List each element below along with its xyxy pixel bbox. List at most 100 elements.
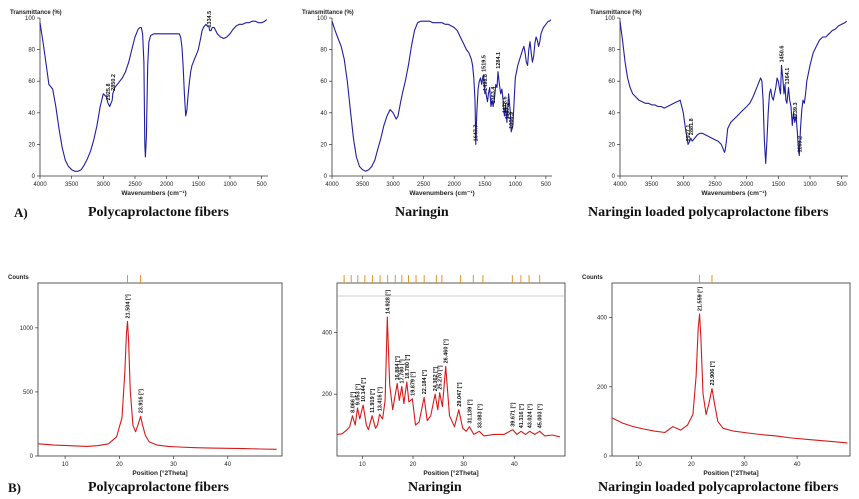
ftir-naringin-y-tick-label: 20 [320, 142, 327, 148]
ftir-pcl-y-tick-label: 0 [32, 174, 36, 180]
xrd-loaded-y-tick-label: 200 [597, 385, 608, 391]
ftir-loaded-y-tick-label: 40 [608, 111, 615, 117]
xrd-naringin-peak-label: 16.884 [°] [395, 356, 401, 380]
xrd-naringin-peak-label: 17.780 [°] [400, 359, 406, 383]
xrd-naringin-peak-label: 11.919 [°] [370, 389, 376, 413]
ftir-loaded-y-axis-label: Transmittance (%) [590, 10, 642, 16]
xrd-pcl-y-tick-label: 0 [30, 454, 34, 460]
xrd-loaded-x-tick-label: 40 [794, 462, 801, 468]
xrd-pcl-plot-frame [37, 282, 283, 457]
xrd-loaded-peak-label: 23.906 [°] [710, 361, 716, 385]
xrd-naringin-peak-label: 13.416 [°] [378, 387, 384, 411]
xrd-loaded-y-tick-label: 400 [597, 316, 608, 322]
chart-ftir-loaded: 4000 3500 3000 2500 2000 1500 1000 500 0 20 40 60 80… [590, 10, 848, 197]
ftir-loaded-peak-label: 1364.1 [785, 68, 791, 85]
xrd-naringin-series-line [336, 316, 561, 438]
xrd-naringin-peak-label: 43.024 [°] [528, 404, 534, 428]
ftir-naringin-x-tick-label: 2000 [448, 182, 462, 188]
xrd-naringin-y-tick-label: 400 [322, 330, 333, 336]
xrd-naringin-peak-label: 45.003 [°] [538, 404, 544, 428]
ftir-pcl-peak-label: 2850.2 [111, 74, 117, 91]
ftir-naringin-peak-label: 1066.9 [509, 112, 515, 129]
xrd-pcl-x-tick-label: 30 [170, 462, 177, 468]
panel-b-label: B) [8, 480, 21, 495]
ftir-loaded-x-tick-label: 2000 [740, 182, 754, 188]
ftir-loaded-peak-label: 2881.8 [689, 118, 695, 135]
xrd-pcl-x-tick-label: 10 [62, 462, 69, 468]
ftir-pcl-peak-label: 2925.8 [106, 83, 112, 100]
ftir-naringin-peak-label: 1284.1 [496, 52, 502, 69]
ftir-naringin-x-tick-label: 3500 [356, 182, 370, 188]
xrd-naringin-peak-label: 9.053 [°] [356, 384, 362, 405]
ftir-pcl-y-axis-label: Transmittance (%) [10, 10, 62, 16]
ftir-naringin-y-tick-label: 80 [320, 48, 327, 54]
ftir-naringin-x-tick-label: 3000 [386, 182, 400, 188]
xrd-naringin-peak-label: 26.460 [°] [444, 339, 450, 363]
xrd-naringin-x-tick-label: 30 [460, 462, 467, 468]
chart-ftir-pcl: 4000 3500 3000 2500 2000 1500 1000 500 0 20 40 60 80… [10, 10, 268, 197]
xrd-naringin-peak-label: 25.270 [°] [438, 365, 444, 389]
xrd-naringin-peak-label: 19.879 [°] [410, 371, 416, 395]
ftir-loaded-series-line [619, 20, 848, 164]
ftir-loaded-y-tick-label: 0 [612, 174, 616, 180]
xrd-naringin-y-tick-label: 200 [322, 392, 333, 398]
ftir-pcl-x-tick-label: 3500 [65, 182, 79, 188]
xrd-pcl-x-tick-label: 20 [116, 462, 123, 468]
ftir-pcl-peak-label: 1334.5 [207, 11, 213, 28]
caption-xrd-pcl: Polycaprolactone fibers [88, 480, 229, 495]
xrd-naringin-plot-frame [336, 282, 566, 457]
caption-ftir-pcl: Polycaprolactone fibers [88, 205, 229, 220]
ftir-pcl-y-tick-label: 40 [28, 111, 35, 117]
caption-ftir-loaded: Naringin loaded polycaprolactone fibers [588, 205, 829, 220]
chart-xrd-naringin: 10 20 30 40 200 400 Position [°2Theta] 8.066 [°… [322, 275, 566, 477]
ftir-loaded-y-tick-label: 80 [608, 48, 615, 54]
ftir-loaded-peak-label: 1239.3 [793, 102, 799, 119]
ftir-pcl-x-tick-label: 1500 [192, 182, 206, 188]
xrd-pcl-series-line [37, 320, 277, 450]
ftir-loaded-peak-label: 1169.2 [797, 136, 803, 153]
ftir-loaded-peak-label: 1450.6 [779, 46, 785, 63]
xrd-naringin-peak-label: 29.047 [°] [457, 382, 463, 406]
ftir-naringin-x-tick-label: 1500 [478, 182, 492, 188]
xrd-naringin-x-axis-label: Position [°2Theta] [423, 469, 478, 477]
ftir-loaded-y-tick-label: 20 [608, 142, 615, 148]
ftir-naringin-peak-label: 1519.5 [482, 55, 488, 72]
xrd-naringin-peak-label: 18.780 [°] [405, 354, 411, 378]
chart-xrd-pcl: 10 20 30 40 0 500 1000 Position [°2Theta] Counts… [8, 275, 283, 477]
xrd-loaded-plot-frame [611, 282, 851, 457]
caption-xrd-naringin: Naringin [408, 480, 462, 495]
ftir-pcl-x-tick-label: 4000 [33, 182, 47, 188]
ftir-naringin-y-axis-label: Transmittance (%) [302, 10, 354, 16]
xrd-pcl-y-tick-label: 500 [23, 390, 34, 396]
xrd-pcl-y-tick-label: 1000 [20, 326, 34, 332]
ftir-pcl-series-line [39, 19, 268, 172]
caption-ftir-naringin: Naringin [395, 205, 449, 220]
ftir-pcl-x-tick-label: 1000 [223, 182, 237, 188]
xrd-loaded-x-tick-label: 20 [688, 462, 695, 468]
ftir-naringin-peak-label: 1137.2 [505, 103, 511, 120]
ftir-loaded-y-tick-label: 60 [608, 79, 615, 85]
ftir-naringin-x-tick-label: 4000 [325, 182, 339, 188]
caption-xrd-loaded: Naringin loaded polycaprolactone fibers [598, 480, 839, 495]
xrd-pcl-x-tick-label: 40 [224, 462, 231, 468]
ftir-pcl-y-tick-label: 60 [28, 79, 35, 85]
ftir-pcl-x-tick-label: 2500 [128, 182, 142, 188]
xrd-loaded-x-axis-label: Position [°2Theta] [703, 469, 758, 477]
xrd-naringin-peak-label: 8.066 [°] [351, 392, 357, 413]
ftir-loaded-y-tick-label: 100 [605, 16, 616, 22]
ftir-naringin-y-tick-label: 0 [324, 174, 328, 180]
xrd-pcl-y-axis-label: Counts [8, 275, 29, 281]
ftir-loaded-x-tick-label: 1000 [803, 182, 817, 188]
xrd-naringin-peak-label: 39.671 [°] [511, 402, 517, 426]
xrd-loaded-y-axis-label: Counts [582, 275, 603, 281]
xrd-loaded-x-tick-label: 30 [741, 462, 748, 468]
ftir-pcl-y-tick-label: 80 [28, 48, 35, 54]
xrd-pcl-peak-label: 23.916 [°] [139, 389, 145, 413]
ftir-naringin-x-tick-label: 500 [541, 182, 552, 188]
ftir-pcl-x-tick-label: 3000 [97, 182, 111, 188]
ftir-naringin-x-axis-label: Wavenumbers (cm⁻¹) [409, 190, 474, 197]
ftir-naringin-x-tick-label: 1000 [509, 182, 523, 188]
ftir-naringin-y-tick-label: 100 [317, 16, 328, 22]
